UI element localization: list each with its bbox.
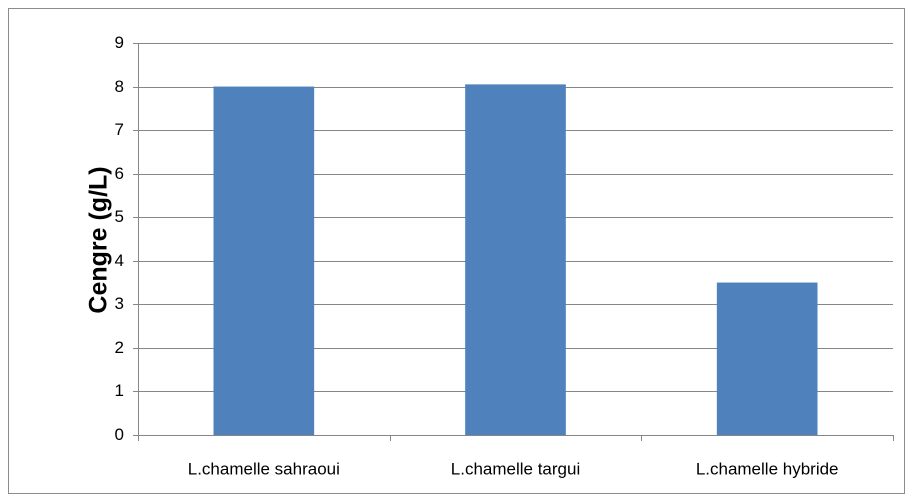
x-tick-label: L.chamelle hybride xyxy=(696,459,839,478)
y-tick-label: 6 xyxy=(115,164,124,183)
y-axis-label: Cengre (g/L) xyxy=(85,166,113,313)
bar xyxy=(213,86,315,436)
bar xyxy=(465,84,566,435)
x-tick-label: L.chamelle targui xyxy=(451,459,580,478)
y-tick-label: 3 xyxy=(115,294,124,313)
y-tick-label: 5 xyxy=(115,207,124,226)
y-tick-label: 8 xyxy=(115,77,124,96)
y-tick-label: 9 xyxy=(115,33,124,52)
y-tick-label: 0 xyxy=(115,425,124,444)
x-tick-label: L.chamelle sahraoui xyxy=(188,459,340,478)
bar xyxy=(716,282,818,435)
y-tick-label: 2 xyxy=(115,338,124,357)
y-tick-label: 7 xyxy=(115,120,124,139)
y-tick-label: 1 xyxy=(115,381,124,400)
y-tick-label: 4 xyxy=(115,251,124,270)
